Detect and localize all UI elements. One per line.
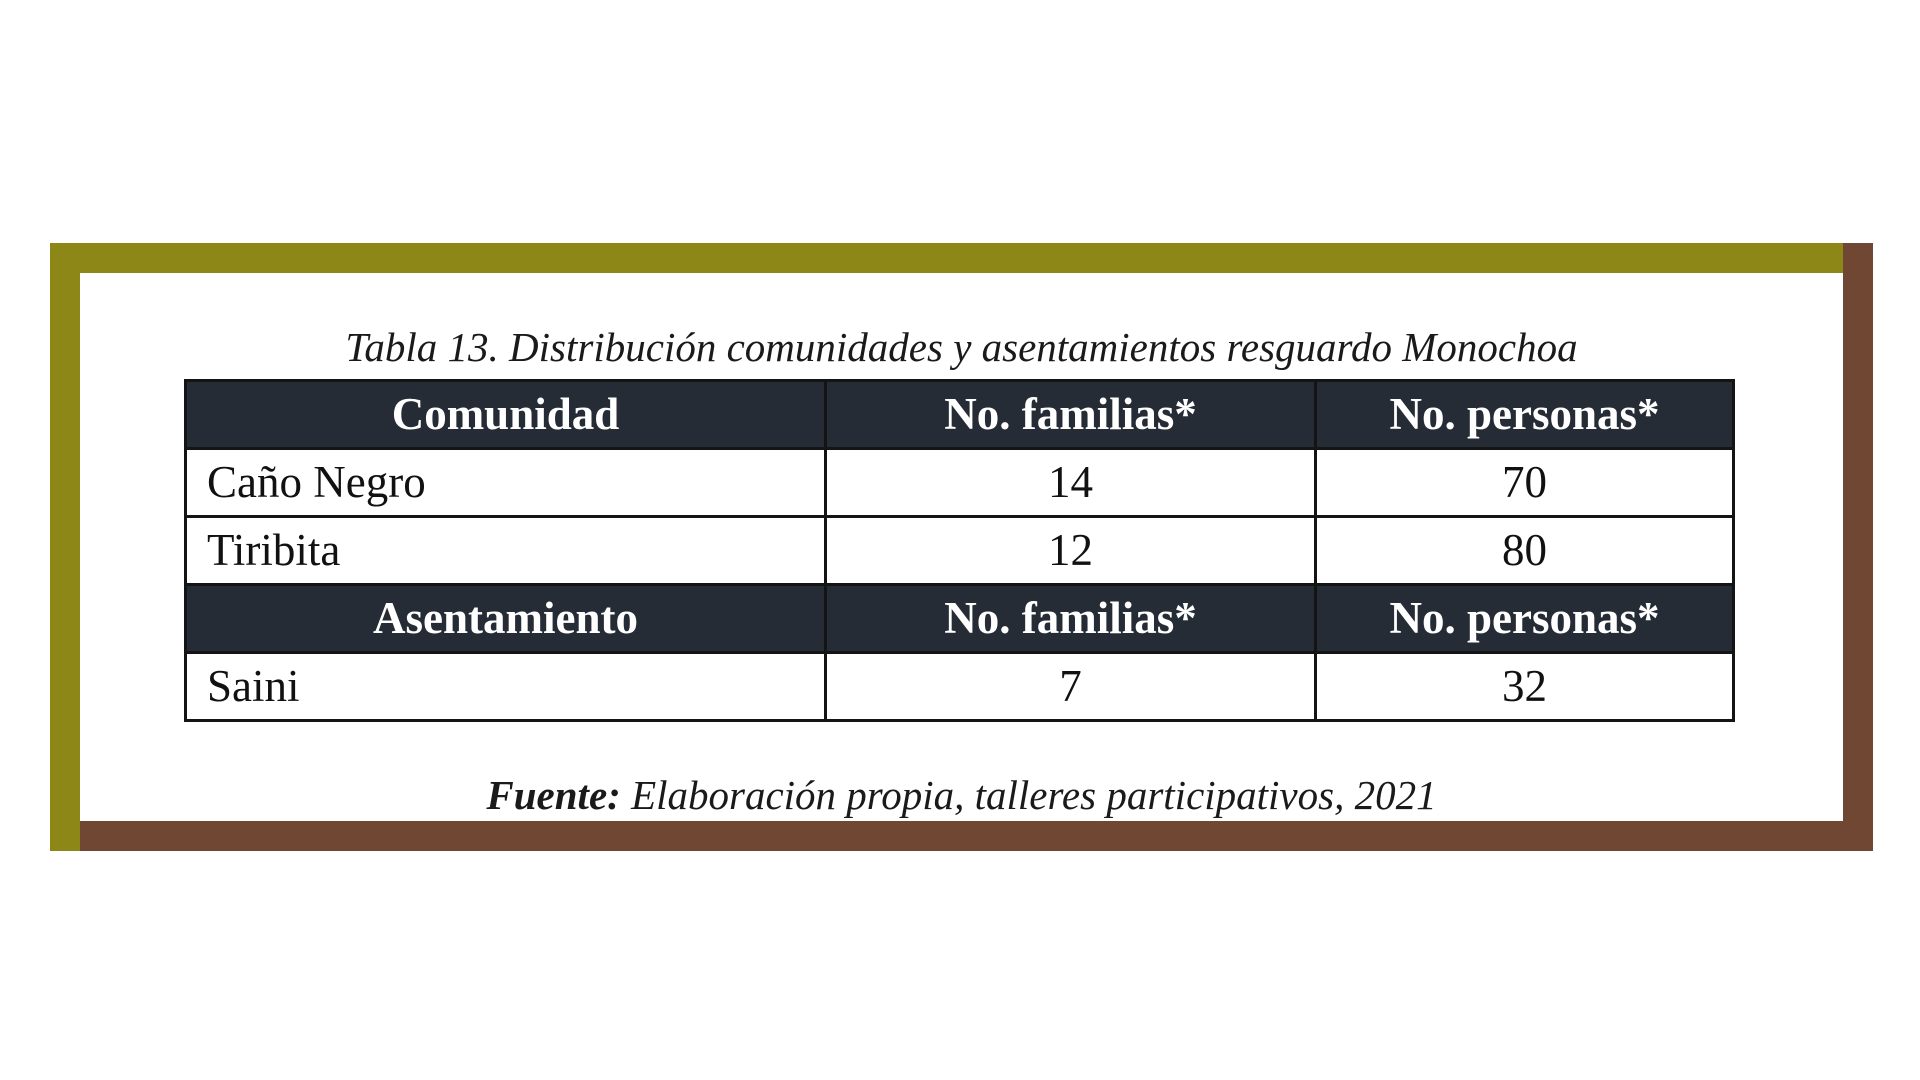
- header-personas: No. personas*: [1314, 583, 1735, 654]
- header-familias: No. familias*: [824, 583, 1317, 654]
- cell-settlement-name: Saini: [184, 651, 827, 722]
- header-row-comunidad: Comunidad No. familias* No. personas*: [184, 379, 1735, 450]
- cell-personas: 32: [1314, 651, 1735, 722]
- cell-community-name: Caño Negro: [184, 447, 827, 518]
- header-familias: No. familias*: [824, 379, 1317, 450]
- cell-familias: 14: [824, 447, 1317, 518]
- header-personas: No. personas*: [1314, 379, 1735, 450]
- table-row: Tiribita 12 80: [184, 515, 1735, 586]
- header-asentamiento: Asentamiento: [184, 583, 827, 654]
- cell-personas: 70: [1314, 447, 1735, 518]
- table-caption: Tabla 13. Distribución comunidades y ase…: [345, 324, 1578, 370]
- table-source-note: Fuente: Elaboración propia, talleres par…: [80, 771, 1843, 819]
- table-frame: Tabla 13. Distribución comunidades y ase…: [50, 243, 1873, 851]
- cell-familias: 7: [824, 651, 1317, 722]
- header-row-asentamiento: Asentamiento No. familias* No. personas*: [184, 583, 1735, 654]
- frame-corner-bottom-left: [50, 821, 80, 851]
- cell-familias: 12: [824, 515, 1317, 586]
- header-comunidad: Comunidad: [184, 379, 827, 450]
- table-row: Caño Negro 14 70: [184, 447, 1735, 518]
- table-row: Saini 7 32: [184, 651, 1735, 722]
- cell-personas: 80: [1314, 515, 1735, 586]
- source-text: Elaboración propia, talleres participati…: [620, 772, 1437, 818]
- cell-community-name: Tiribita: [184, 515, 827, 586]
- frame-corner-top-right: [1843, 243, 1873, 273]
- distribution-table: Comunidad No. familias* No. personas* Ca…: [184, 379, 1735, 722]
- source-label: Fuente:: [486, 772, 621, 818]
